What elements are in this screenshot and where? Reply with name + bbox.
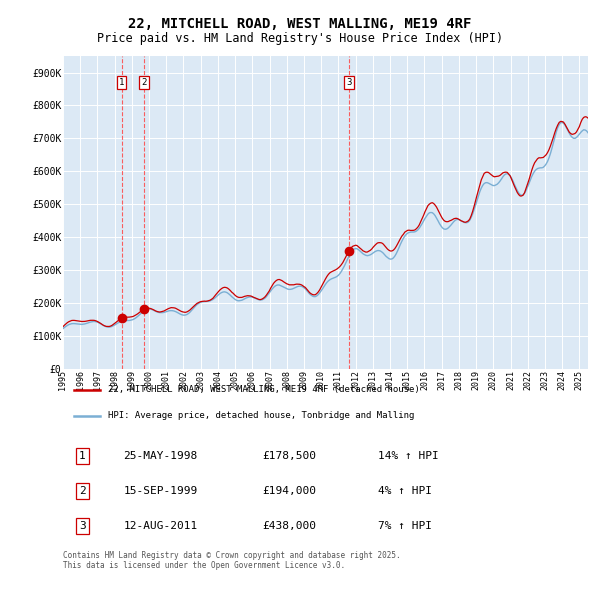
Text: Price paid vs. HM Land Registry's House Price Index (HPI): Price paid vs. HM Land Registry's House … (97, 32, 503, 45)
Text: 2: 2 (79, 486, 86, 496)
Text: 4% ↑ HPI: 4% ↑ HPI (378, 486, 432, 496)
Text: 22, MITCHELL ROAD, WEST MALLING, ME19 4RF: 22, MITCHELL ROAD, WEST MALLING, ME19 4R… (128, 17, 472, 31)
Text: £178,500: £178,500 (263, 451, 317, 461)
Text: 7% ↑ HPI: 7% ↑ HPI (378, 521, 432, 531)
Text: £438,000: £438,000 (263, 521, 317, 531)
Text: 2: 2 (142, 78, 147, 87)
Text: Contains HM Land Registry data © Crown copyright and database right 2025.
This d: Contains HM Land Registry data © Crown c… (63, 550, 401, 570)
Text: 14% ↑ HPI: 14% ↑ HPI (378, 451, 439, 461)
Text: 3: 3 (79, 521, 86, 531)
Text: 15-SEP-1999: 15-SEP-1999 (124, 486, 197, 496)
Text: 25-MAY-1998: 25-MAY-1998 (124, 451, 197, 461)
Text: 1: 1 (119, 78, 124, 87)
Text: 1: 1 (79, 451, 86, 461)
Text: £194,000: £194,000 (263, 486, 317, 496)
Text: HPI: Average price, detached house, Tonbridge and Malling: HPI: Average price, detached house, Tonb… (107, 411, 414, 420)
Text: 3: 3 (346, 78, 352, 87)
Text: 22, MITCHELL ROAD, WEST MALLING, ME19 4RF (detached house): 22, MITCHELL ROAD, WEST MALLING, ME19 4R… (107, 385, 419, 394)
Text: 12-AUG-2011: 12-AUG-2011 (124, 521, 197, 531)
